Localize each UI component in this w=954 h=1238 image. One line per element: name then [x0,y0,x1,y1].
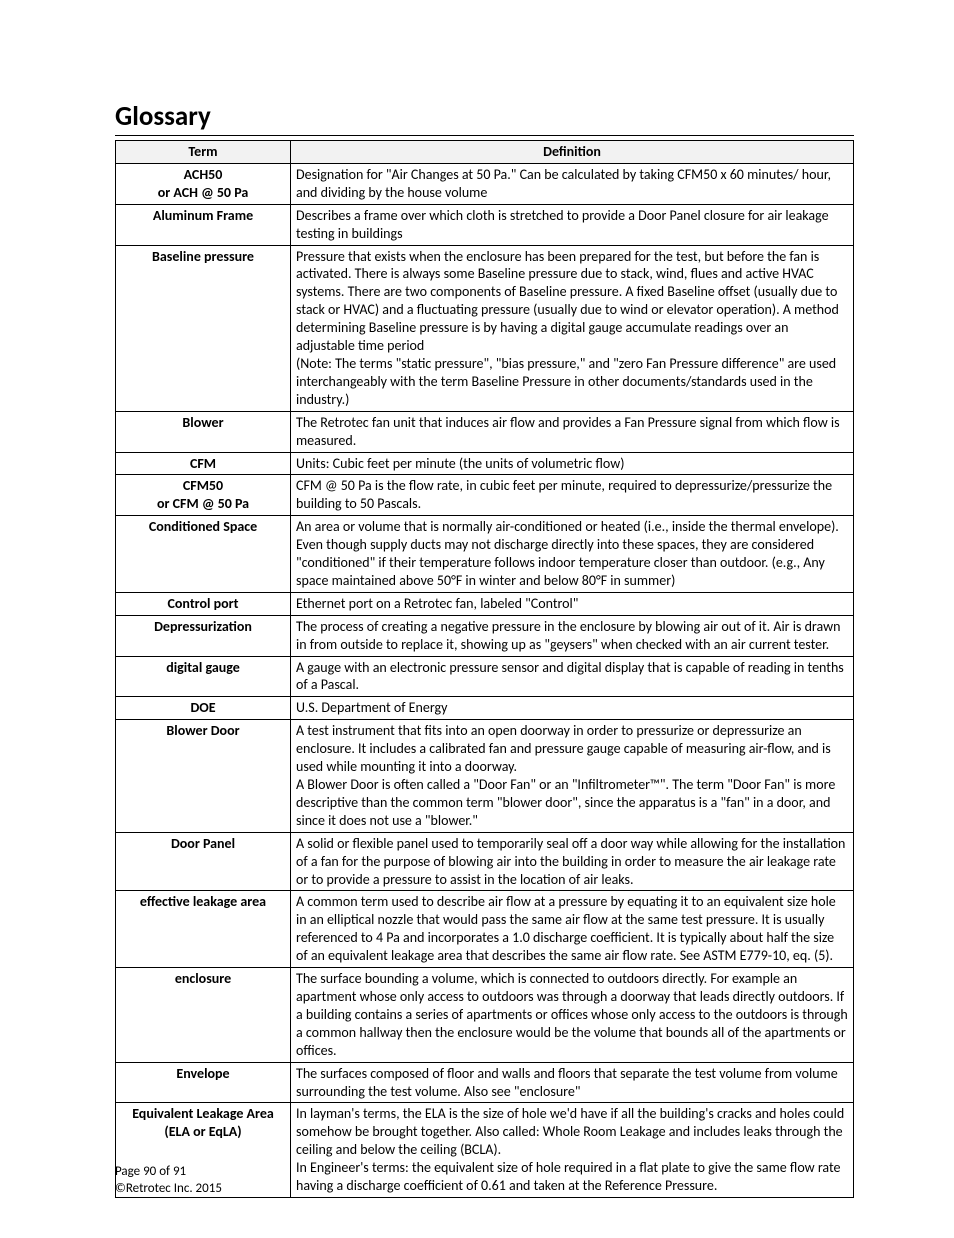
definition-cell: A common term used to describe air flow … [291,891,854,968]
definition-cell: Ethernet port on a Retrotec fan, labeled… [291,592,854,615]
definition-cell: A test instrument that fits into an open… [291,720,854,832]
page-number: Page 90 of 91 [115,1164,222,1181]
table-row: BlowerThe Retrotec fan unit that induces… [116,411,854,452]
table-row: Equivalent Leakage Area (ELA or EqLA)In … [116,1103,854,1198]
term-cell: CFM50or CFM @ 50 Pa [116,475,291,516]
table-row: Aluminum FrameDescribes a frame over whi… [116,204,854,245]
table-row: DepressurizationThe process of creating … [116,615,854,656]
term-cell: Door Panel [116,832,291,891]
definition-cell: The surface bounding a volume, which is … [291,968,854,1063]
definition-cell: The process of creating a negative press… [291,615,854,656]
column-header-definition: Definition [291,141,854,164]
table-row: enclosureThe surface bounding a volume, … [116,968,854,1063]
definition-cell: The surfaces composed of floor and walls… [291,1062,854,1103]
table-row: ACH50or ACH @ 50 PaDesignation for "Air … [116,163,854,204]
term-cell: enclosure [116,968,291,1063]
definition-cell: A solid or flexible panel used to tempor… [291,832,854,891]
copyright: ©Retrotec Inc. 2015 [115,1181,222,1198]
page-footer: Page 90 of 91 ©Retrotec Inc. 2015 [115,1164,222,1198]
definition-cell: Designation for "Air Changes at 50 Pa." … [291,163,854,204]
definition-cell: Units: Cubic feet per minute (the units … [291,452,854,475]
document-page: Glossary Term Definition ACH50or ACH @ 5… [0,0,954,1238]
table-row: DOEU.S. Department of Energy [116,697,854,720]
glossary-table: Term Definition ACH50or ACH @ 50 PaDesig… [115,140,854,1198]
table-row: Conditioned SpaceAn area or volume that … [116,516,854,593]
definition-cell: Describes a frame over which cloth is st… [291,204,854,245]
table-row: Baseline pressurePressure that exists wh… [116,245,854,411]
term-cell: DOE [116,697,291,720]
table-row: CFMUnits: Cubic feet per minute (the uni… [116,452,854,475]
term-cell: ACH50or ACH @ 50 Pa [116,163,291,204]
term-cell: effective leakage area [116,891,291,968]
table-row: CFM50or CFM @ 50 PaCFM @ 50 Pa is the fl… [116,475,854,516]
term-cell: Aluminum Frame [116,204,291,245]
term-cell: digital gauge [116,656,291,697]
term-cell: Blower Door [116,720,291,832]
term-cell: Control port [116,592,291,615]
definition-cell: The Retrotec fan unit that induces air f… [291,411,854,452]
page-title: Glossary [115,100,854,136]
definition-cell: CFM @ 50 Pa is the flow rate, in cubic f… [291,475,854,516]
column-header-term: Term [116,141,291,164]
table-row: EnvelopeThe surfaces composed of floor a… [116,1062,854,1103]
term-cell: Depressurization [116,615,291,656]
table-row: digital gaugeA gauge with an electronic … [116,656,854,697]
table-header-row: Term Definition [116,141,854,164]
term-cell: Blower [116,411,291,452]
definition-cell: U.S. Department of Energy [291,697,854,720]
term-cell: Envelope [116,1062,291,1103]
definition-cell: In layman's terms, the ELA is the size o… [291,1103,854,1198]
definition-cell: An area or volume that is normally air-c… [291,516,854,593]
term-cell: CFM [116,452,291,475]
table-row: Control portEthernet port on a Retrotec … [116,592,854,615]
definition-cell: A gauge with an electronic pressure sens… [291,656,854,697]
table-row: effective leakage areaA common term used… [116,891,854,968]
term-cell: Conditioned Space [116,516,291,593]
table-row: Blower DoorA test instrument that fits i… [116,720,854,832]
table-row: Door PanelA solid or flexible panel used… [116,832,854,891]
definition-cell: Pressure that exists when the enclosure … [291,245,854,411]
term-cell: Baseline pressure [116,245,291,411]
